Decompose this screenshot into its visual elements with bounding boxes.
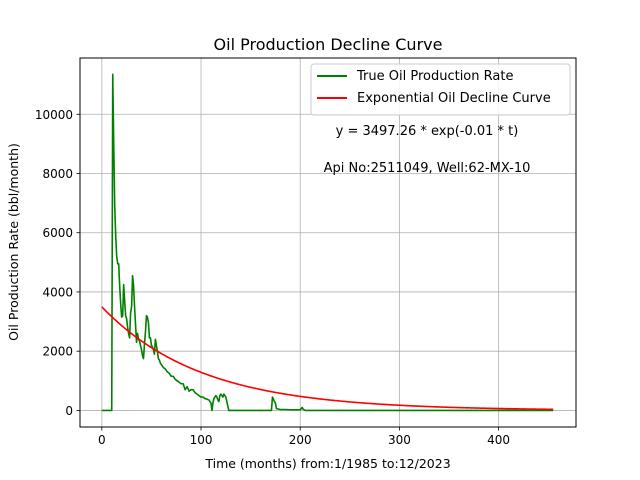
legend-label-true-rate: True Oil Production Rate	[356, 69, 513, 84]
y-tick-label: 0	[65, 404, 73, 418]
series-line-true-rate	[101, 73, 554, 412]
axes-frame	[79, 57, 577, 428]
series-line-exp-decline	[101, 306, 554, 411]
x-axis-label: Time (months) from:1/1985 to:12/2023	[204, 456, 450, 471]
legend-box	[310, 63, 571, 116]
y-tick-label: 6000	[42, 226, 73, 240]
legend: True Oil Production Rate Exponential Oil…	[310, 63, 571, 116]
x-tick-label: 400	[487, 433, 510, 447]
well-annotation: Api No:2511049, Well:62-MX-10	[324, 161, 531, 176]
chart-title: Oil Production Decline Curve	[214, 35, 443, 54]
x-tick-label: 0	[98, 433, 106, 447]
x-tick-label: 200	[289, 433, 312, 447]
y-axis-label: Oil Production Rate (bbl/month)	[6, 143, 21, 341]
y-tick-label: 4000	[42, 285, 73, 299]
x-tick-label: 100	[190, 433, 213, 447]
x-tick-label: 300	[388, 433, 411, 447]
y-tick-label: 10000	[35, 108, 73, 122]
y-tick-label: 2000	[42, 345, 73, 359]
legend-label-exp-decline: Exponential Oil Decline Curve	[357, 91, 551, 106]
plot-area	[101, 73, 554, 412]
y-tick-label: 8000	[42, 167, 73, 181]
equation-annotation: y = 3497.26 * exp(-0.01 * t)	[336, 124, 519, 139]
